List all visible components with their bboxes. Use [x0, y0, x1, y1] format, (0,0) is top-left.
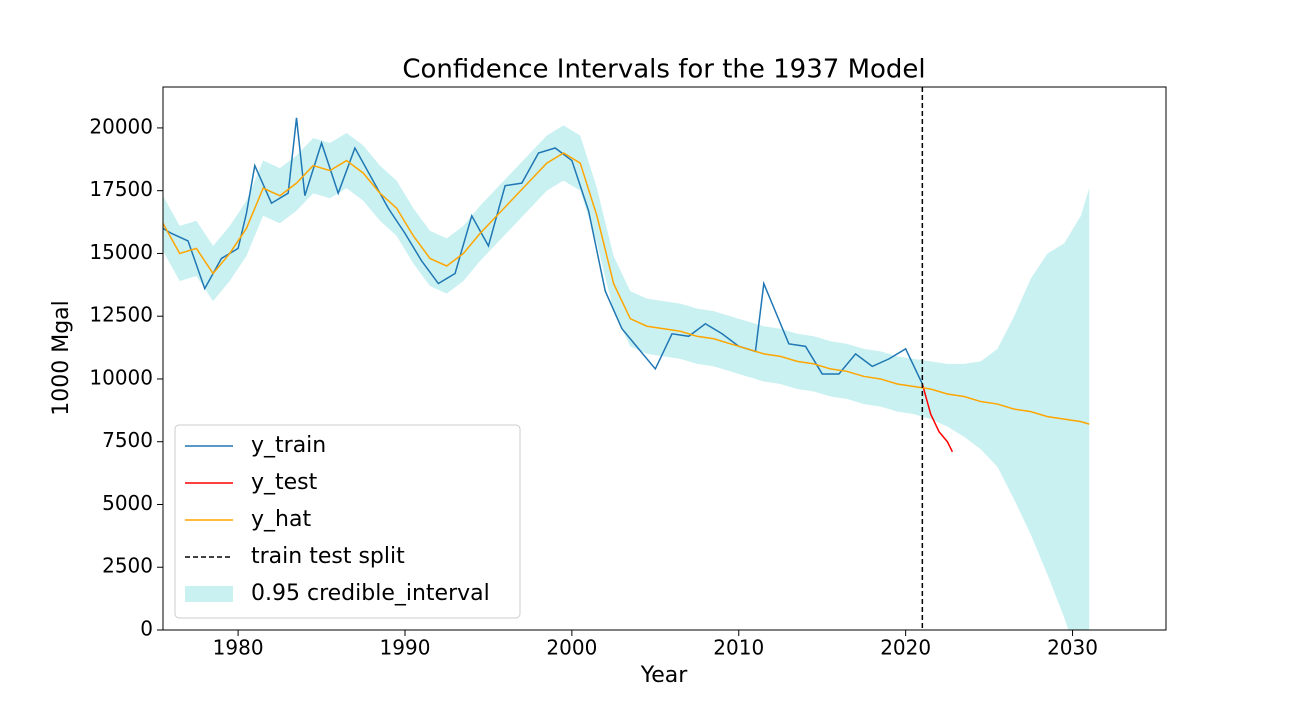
- credible-interval: [163, 125, 1090, 630]
- y-tick-label: 5000: [102, 491, 153, 515]
- y-axis-label: 1000 Mgal: [49, 300, 74, 416]
- plot-area: [163, 87, 1090, 630]
- y-tick-label: 0: [140, 617, 153, 641]
- x-tick-label: 2010: [713, 636, 764, 660]
- x-tick-label: 1990: [380, 636, 431, 660]
- legend-label: y_hat: [251, 507, 311, 532]
- x-tick-label: 1980: [213, 636, 264, 660]
- x-tick-label: 2030: [1047, 636, 1098, 660]
- y-tick-label: 2500: [102, 554, 153, 578]
- chart-title: Confidence Intervals for the 1937 Model: [402, 55, 925, 85]
- x-tick-label: 2000: [546, 636, 597, 660]
- legend-label: y_test: [251, 470, 318, 495]
- x-axis-label: Year: [640, 663, 689, 688]
- x-tick-label: 2020: [880, 636, 931, 660]
- y-tick-label: 20000: [89, 114, 153, 138]
- y-tick-label: 15000: [89, 240, 153, 264]
- legend-box: [174, 424, 521, 619]
- axes-frame: [162, 86, 1167, 631]
- series-line: [921, 383, 954, 453]
- y-tick-label: 10000: [89, 365, 153, 389]
- legend-label: train test split: [251, 544, 405, 569]
- y-tick-label: 17500: [89, 177, 153, 201]
- series-line: [163, 117, 924, 385]
- y-tick-label: 7500: [102, 428, 153, 452]
- legend-swatch: [185, 586, 233, 602]
- legend-label: y_train: [251, 433, 326, 458]
- y-tick-label: 12500: [89, 303, 153, 327]
- series-line: [163, 152, 1090, 425]
- legend-label: 0.95 credible_interval: [251, 581, 490, 606]
